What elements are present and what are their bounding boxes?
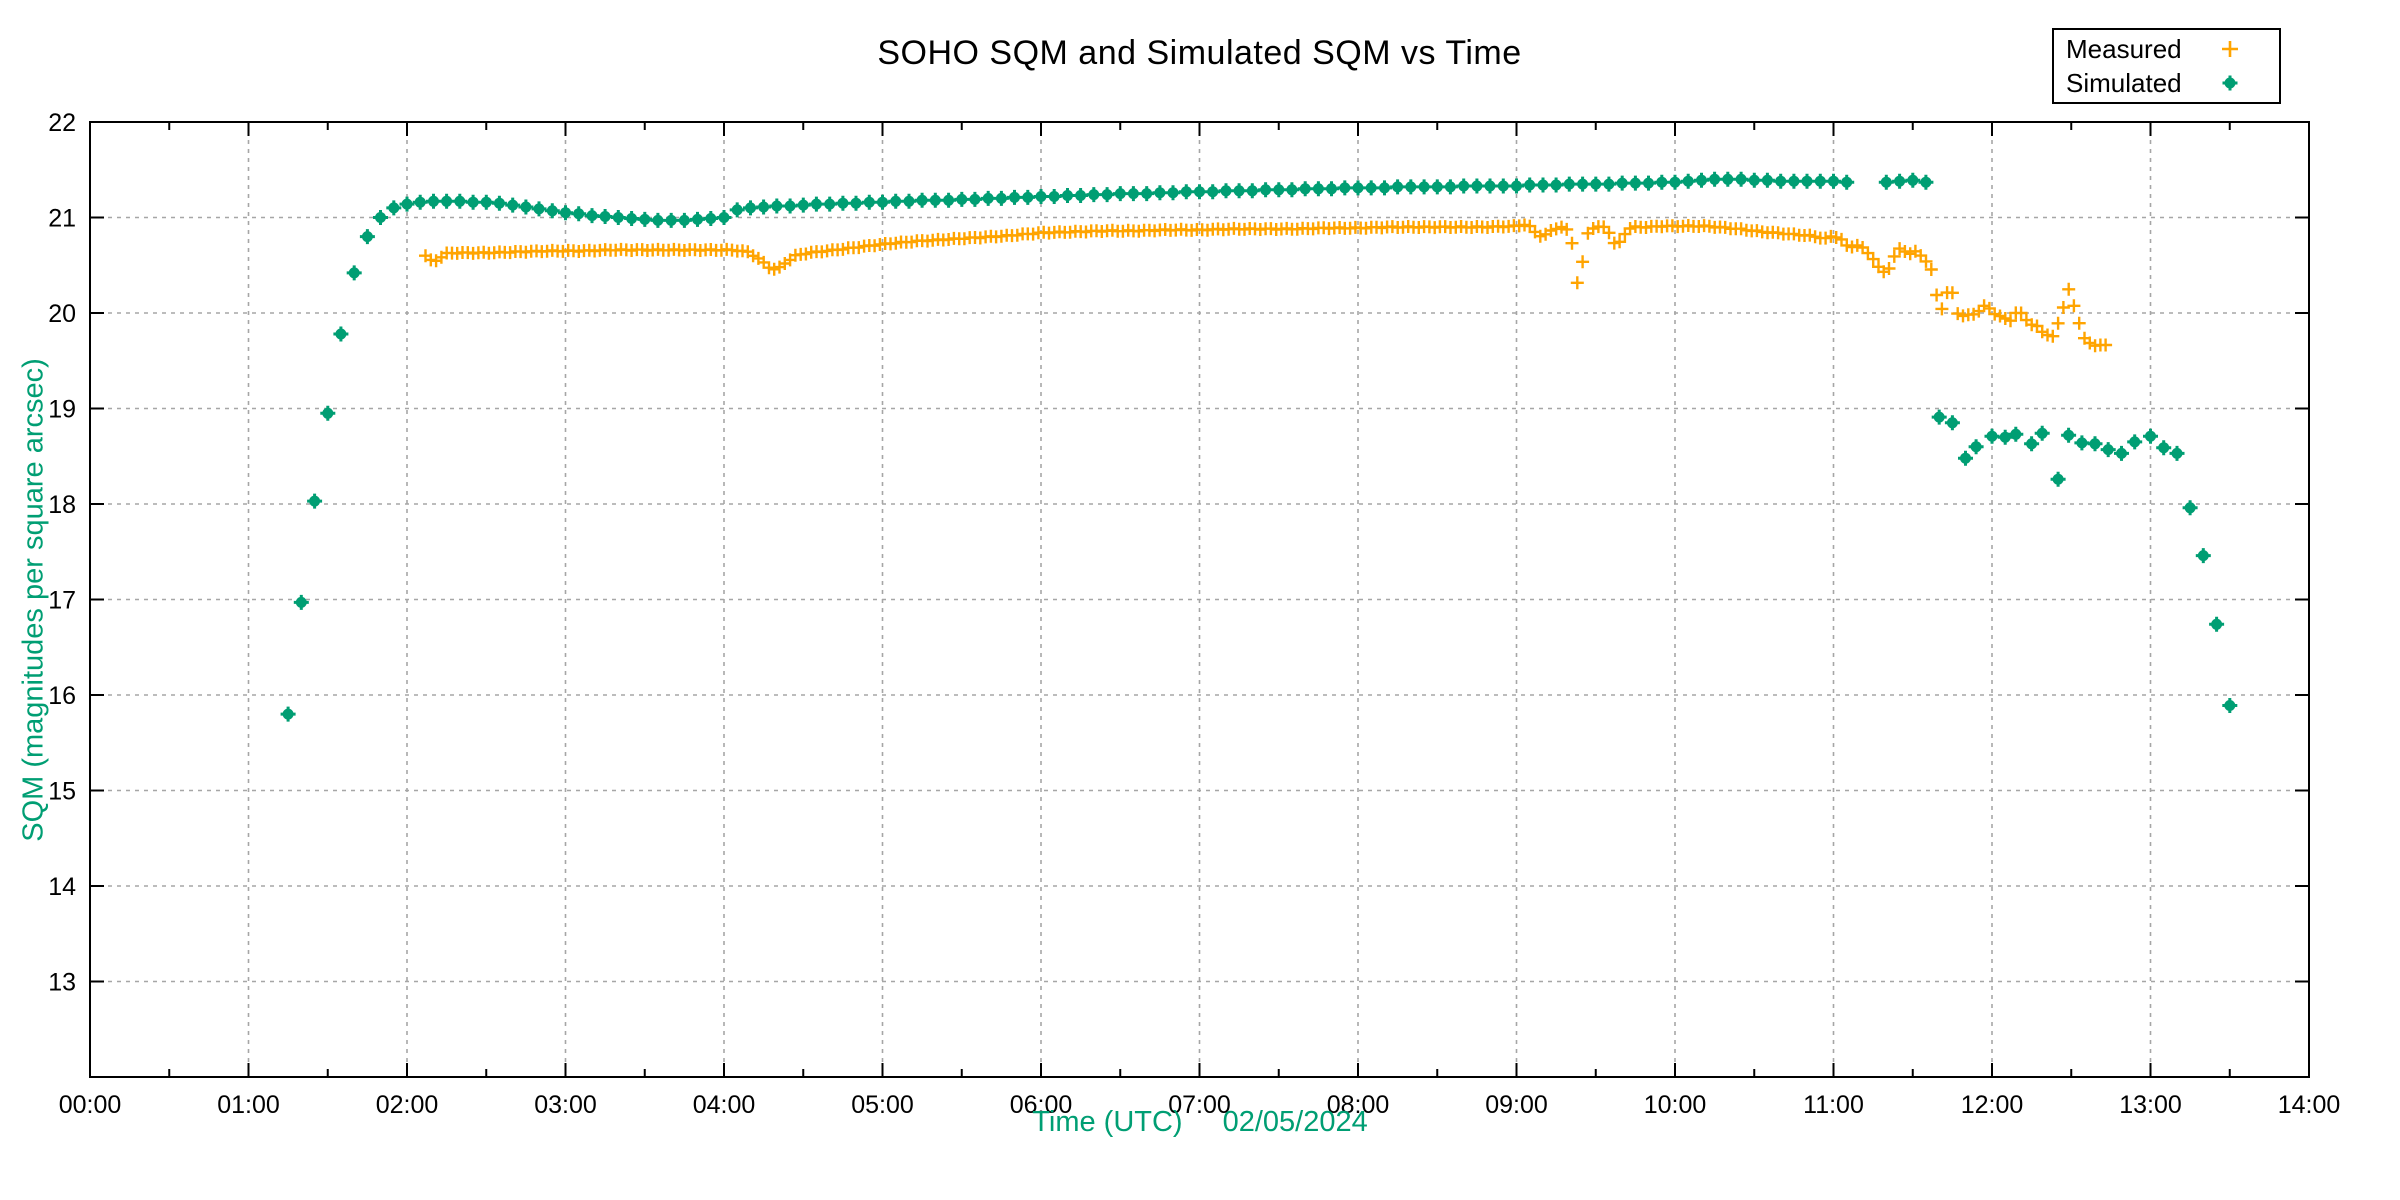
svg-text:21: 21 xyxy=(48,205,76,233)
svg-text:02:00: 02:00 xyxy=(376,1091,439,1119)
gridlines xyxy=(90,122,2309,1077)
legend-label-simulated: Simulated xyxy=(2066,68,2182,98)
svg-text:22: 22 xyxy=(48,109,76,137)
svg-text:08:00: 08:00 xyxy=(1327,1091,1390,1119)
svg-text:15: 15 xyxy=(48,778,76,806)
svg-text:04:00: 04:00 xyxy=(693,1091,756,1119)
svg-text:18: 18 xyxy=(48,491,76,519)
x-axis-label: Time (UTC) 02/05/2024 xyxy=(0,1106,2400,1139)
svg-text:06:00: 06:00 xyxy=(1010,1091,1073,1119)
x-axis-label-text: Time (UTC) xyxy=(1032,1106,1183,1138)
svg-text:09:00: 09:00 xyxy=(1485,1091,1548,1119)
legend: Measured Simulated xyxy=(2052,28,2281,104)
svg-text:13: 13 xyxy=(48,969,76,997)
svg-text:19: 19 xyxy=(48,396,76,424)
svg-text:03:00: 03:00 xyxy=(534,1091,597,1119)
measured-plus-marker-icon xyxy=(2182,38,2279,60)
chart-title: SOHO SQM and Simulated SQM vs Time xyxy=(877,34,1522,72)
series-simulated xyxy=(280,171,2238,722)
legend-row-measured: Measured xyxy=(2054,32,2279,66)
svg-text:16: 16 xyxy=(48,682,76,710)
legend-row-simulated: Simulated xyxy=(2054,66,2279,100)
svg-text:07:00: 07:00 xyxy=(1168,1091,1231,1119)
svg-text:14:00: 14:00 xyxy=(2278,1091,2341,1119)
svg-text:11:00: 11:00 xyxy=(1803,1091,1864,1119)
axis-ticks xyxy=(89,121,2310,1077)
svg-text:12:00: 12:00 xyxy=(1961,1091,2024,1119)
svg-text:05:00: 05:00 xyxy=(851,1091,914,1119)
svg-text:00:00: 00:00 xyxy=(59,1091,122,1119)
x-axis-date: 02/05/2024 xyxy=(1222,1106,1368,1138)
x-tick-labels: 00:00 01:00 02:00 03:00 04:00 05:00 06:00 07:00… xyxy=(59,1091,2341,1119)
plot-border xyxy=(89,121,2310,1078)
svg-text:20: 20 xyxy=(48,300,76,328)
svg-text:13:00: 13:00 xyxy=(2119,1091,2182,1119)
svg-text:01:00: 01:00 xyxy=(217,1091,280,1119)
svg-text:10:00: 10:00 xyxy=(1644,1091,1707,1119)
y-tick-labels: 13 14 15 16 17 18 19 20 21 22 xyxy=(48,109,76,997)
svg-text:14: 14 xyxy=(48,873,76,901)
svg-text:17: 17 xyxy=(48,587,76,615)
legend-label-measured: Measured xyxy=(2066,34,2182,64)
series-measured xyxy=(419,218,2113,353)
simulated-dot-marker-icon xyxy=(2182,72,2279,94)
